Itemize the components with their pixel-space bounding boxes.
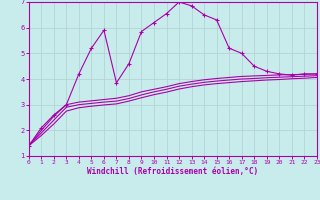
X-axis label: Windchill (Refroidissement éolien,°C): Windchill (Refroidissement éolien,°C)	[87, 167, 258, 176]
